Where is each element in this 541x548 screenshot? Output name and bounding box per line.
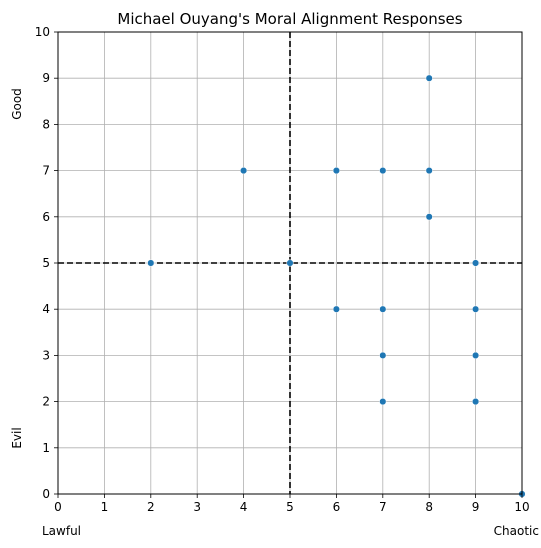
data-point (425, 213, 433, 221)
y-tick-label: 10 (35, 25, 50, 39)
y-tick-label: 9 (42, 71, 50, 85)
x-tick-label: 6 (333, 500, 341, 514)
y-tick-label: 4 (42, 302, 50, 316)
y-tick-label: 2 (42, 395, 50, 409)
data-point (472, 259, 480, 267)
data-point (147, 259, 155, 267)
data-point (425, 74, 433, 82)
y-tick-label: 5 (42, 256, 50, 270)
x-tick-label: 3 (193, 500, 201, 514)
data-point (332, 167, 340, 175)
y-tick-label: 0 (42, 487, 50, 501)
y-axis-label-evil: Evil (10, 427, 24, 448)
data-points (147, 74, 526, 498)
x-tick-label: 9 (472, 500, 480, 514)
x-tick-label: 7 (379, 500, 387, 514)
y-tick-label: 1 (42, 441, 50, 455)
data-point (332, 305, 340, 313)
y-axis-label-good: Good (10, 88, 24, 120)
x-axis-label-lawful: Lawful (42, 524, 81, 538)
y-axis-ticks: 0 1 2 3 4 5 6 7 8 9 10 (35, 25, 58, 501)
x-axis-label-chaotic: Chaotic (494, 524, 539, 538)
data-point (425, 167, 433, 175)
data-point (472, 305, 480, 313)
y-tick-label: 8 (42, 117, 50, 131)
chart-title: Michael Ouyang's Moral Alignment Respons… (117, 10, 462, 28)
data-point (379, 305, 387, 313)
x-tick-label: 8 (425, 500, 433, 514)
x-tick-label: 10 (514, 500, 529, 514)
data-point (379, 398, 387, 406)
x-tick-label: 2 (147, 500, 155, 514)
data-point (379, 351, 387, 359)
x-axis-ticks: 0 1 2 3 4 5 6 7 8 9 10 (54, 494, 530, 514)
data-point (472, 398, 480, 406)
x-tick-label: 5 (286, 500, 294, 514)
data-point (379, 167, 387, 175)
x-tick-label: 1 (101, 500, 109, 514)
data-point (472, 351, 480, 359)
x-tick-label: 4 (240, 500, 248, 514)
x-tick-label: 0 (54, 500, 62, 514)
y-tick-label: 7 (42, 164, 50, 178)
y-tick-label: 6 (42, 210, 50, 224)
data-point (286, 259, 294, 267)
y-tick-label: 3 (42, 348, 50, 362)
data-point (240, 167, 248, 175)
